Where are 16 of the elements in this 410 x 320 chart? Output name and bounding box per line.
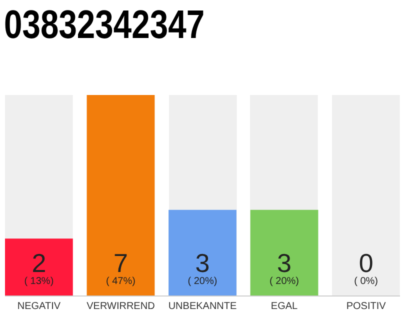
data-label: 0 <box>358 248 374 278</box>
data-label: 2 <box>32 248 46 278</box>
data-label: 3 <box>277 248 292 278</box>
x-tick-label: NEGATIV <box>17 301 61 312</box>
annotation: ( 0%) <box>354 276 378 287</box>
x-tick-label: POSITIV <box>346 301 386 312</box>
x-tick-label: UNBEKANNTE <box>168 301 237 312</box>
data-label: 3 <box>195 248 210 278</box>
x-tick-label: VERWIRREND <box>86 301 155 312</box>
x-tick-label: EGAL <box>270 301 298 312</box>
chart-title: 03832342347 <box>4 2 205 47</box>
annotation: ( 20%) <box>188 276 218 287</box>
annotation: ( 13%) <box>24 276 54 287</box>
annotation: ( 20%) <box>270 276 300 287</box>
data-label: 7 <box>113 248 128 278</box>
annotation: ( 47%) <box>106 276 136 287</box>
